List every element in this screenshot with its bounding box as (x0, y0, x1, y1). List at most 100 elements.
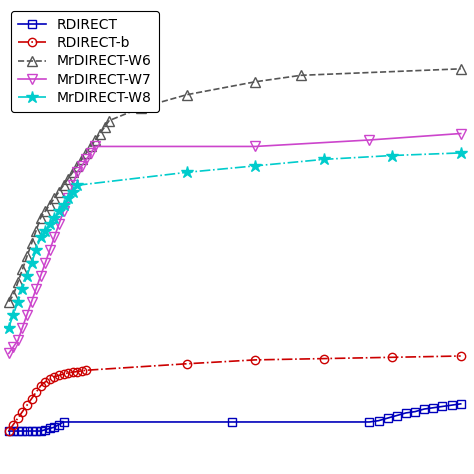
MrDIRECT-W8 (253, 163, 258, 169)
MrDIRECT-W6 (138, 105, 144, 110)
MrDIRECT-W8 (389, 153, 395, 158)
MrDIRECT-W7 (70, 182, 75, 188)
RDIRECT-b (33, 389, 39, 395)
RDIRECT-b (79, 368, 85, 374)
MrDIRECT-W8 (65, 195, 71, 201)
Line: MrDIRECT-W7: MrDIRECT-W7 (4, 128, 465, 358)
MrDIRECT-W7 (15, 337, 21, 343)
MrDIRECT-W6 (83, 150, 89, 156)
RDIRECT-b (458, 353, 464, 359)
MrDIRECT-W8 (74, 182, 80, 188)
MrDIRECT-W8 (42, 228, 48, 233)
MrDIRECT-W6 (19, 266, 25, 272)
MrDIRECT-W6 (47, 202, 53, 208)
RDIRECT-b (19, 409, 25, 414)
RDIRECT (385, 415, 391, 421)
RDIRECT-b (6, 428, 11, 434)
MrDIRECT-W6 (92, 137, 98, 143)
RDIRECT (229, 419, 235, 425)
MrDIRECT-W6 (65, 176, 71, 182)
MrDIRECT-W7 (253, 144, 258, 149)
MrDIRECT-W8 (321, 156, 327, 162)
RDIRECT (366, 419, 372, 425)
RDIRECT-b (253, 357, 258, 363)
MrDIRECT-W6 (15, 280, 21, 285)
MrDIRECT-W6 (61, 182, 66, 188)
RDIRECT (15, 428, 21, 434)
MrDIRECT-W8 (61, 202, 66, 208)
Line: MrDIRECT-W8: MrDIRECT-W8 (2, 146, 467, 334)
RDIRECT (19, 428, 25, 434)
RDIRECT-b (56, 373, 62, 378)
RDIRECT (430, 405, 436, 410)
MrDIRECT-W7 (52, 234, 57, 240)
RDIRECT (421, 406, 427, 412)
RDIRECT-b (10, 422, 16, 428)
MrDIRECT-W7 (61, 208, 66, 214)
RDIRECT (403, 410, 409, 416)
MrDIRECT-W7 (74, 170, 80, 175)
MrDIRECT-W6 (38, 215, 44, 220)
RDIRECT-b (52, 374, 57, 380)
MrDIRECT-W6 (52, 195, 57, 201)
RDIRECT (42, 427, 48, 433)
MrDIRECT-W7 (38, 273, 44, 279)
MrDIRECT-W6 (6, 299, 11, 304)
MrDIRECT-W8 (19, 286, 25, 292)
RDIRECT (47, 426, 53, 431)
MrDIRECT-W8 (33, 247, 39, 253)
MrDIRECT-W7 (42, 260, 48, 266)
MrDIRECT-W7 (6, 351, 11, 356)
Line: RDIRECT-b: RDIRECT-b (5, 352, 465, 435)
RDIRECT-b (38, 383, 44, 389)
MrDIRECT-W8 (184, 170, 190, 175)
MrDIRECT-W7 (10, 344, 16, 350)
MrDIRECT-W7 (47, 247, 53, 253)
MrDIRECT-W6 (97, 131, 103, 137)
MrDIRECT-W6 (184, 92, 190, 98)
MrDIRECT-W7 (366, 137, 372, 143)
RDIRECT-b (74, 369, 80, 374)
MrDIRECT-W6 (102, 124, 108, 130)
MrDIRECT-W8 (47, 221, 53, 227)
RDIRECT (439, 403, 445, 409)
RDIRECT (29, 428, 35, 434)
MrDIRECT-W7 (65, 195, 71, 201)
MrDIRECT-W7 (88, 150, 94, 156)
MrDIRECT-W7 (24, 312, 30, 318)
RDIRECT (61, 419, 66, 425)
RDIRECT-b (184, 361, 190, 366)
MrDIRECT-W6 (42, 208, 48, 214)
MrDIRECT-W7 (458, 131, 464, 137)
RDIRECT (52, 424, 57, 430)
RDIRECT-b (83, 367, 89, 373)
MrDIRECT-W6 (10, 292, 16, 298)
MrDIRECT-W8 (56, 208, 62, 214)
MrDIRECT-W8 (458, 150, 464, 156)
MrDIRECT-W8 (24, 273, 30, 279)
RDIRECT-b (15, 415, 21, 421)
RDIRECT (6, 428, 11, 434)
MrDIRECT-W8 (52, 215, 57, 220)
RDIRECT-b (61, 371, 66, 377)
RDIRECT-b (70, 369, 75, 375)
RDIRECT (38, 428, 44, 434)
MrDIRECT-W6 (458, 66, 464, 72)
MrDIRECT-W6 (74, 163, 80, 169)
RDIRECT (33, 428, 39, 434)
MrDIRECT-W6 (56, 189, 62, 194)
MrDIRECT-W6 (88, 144, 94, 149)
RDIRECT (376, 418, 382, 424)
RDIRECT-b (24, 402, 30, 408)
MrDIRECT-W6 (70, 170, 75, 175)
MrDIRECT-W8 (15, 299, 21, 304)
MrDIRECT-W6 (298, 73, 304, 78)
RDIRECT (394, 413, 400, 419)
RDIRECT-b (47, 376, 53, 382)
RDIRECT-b (29, 396, 35, 401)
MrDIRECT-W8 (6, 325, 11, 330)
MrDIRECT-W7 (56, 221, 62, 227)
MrDIRECT-W6 (24, 254, 30, 259)
MrDIRECT-W7 (29, 299, 35, 304)
RDIRECT (449, 402, 455, 408)
